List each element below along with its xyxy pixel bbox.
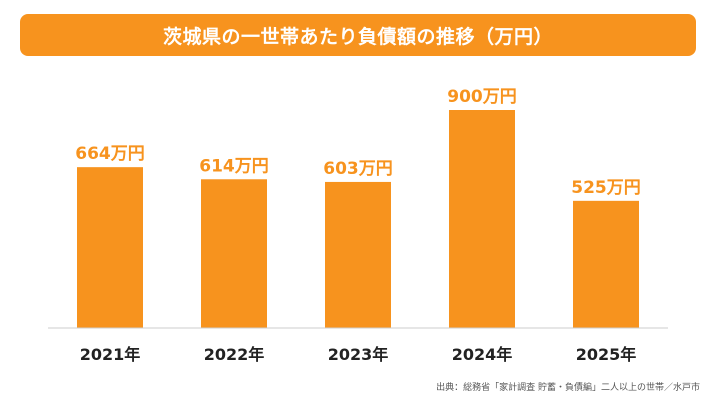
bar-2024年: [449, 110, 515, 328]
bar-2021年: [77, 167, 143, 328]
value-label: 614万円: [199, 156, 269, 176]
value-label: 603万円: [323, 159, 393, 179]
category-label: 2023年: [328, 345, 389, 364]
bar-2022年: [201, 179, 267, 328]
category-label: 2024年: [452, 345, 513, 364]
title-bar: 茨城県の一世帯あたり負債額の推移（万円）: [20, 14, 696, 56]
value-label: 664万円: [75, 144, 145, 164]
bar-2023年: [325, 181, 391, 328]
bar-2025年: [573, 200, 639, 328]
category-label: 2022年: [204, 345, 265, 364]
source-note: 出典：総務省「家計調査 貯蓄・負債編」二人以上の世帯／水戸市: [436, 383, 700, 393]
category-label: 2025年: [576, 345, 637, 364]
value-label: 525万円: [571, 178, 641, 198]
chart-title: 茨城県の一世帯あたり負債額の推移（万円）: [162, 25, 553, 48]
value-label: 900万円: [447, 87, 517, 107]
category-label: 2021年: [80, 345, 141, 364]
